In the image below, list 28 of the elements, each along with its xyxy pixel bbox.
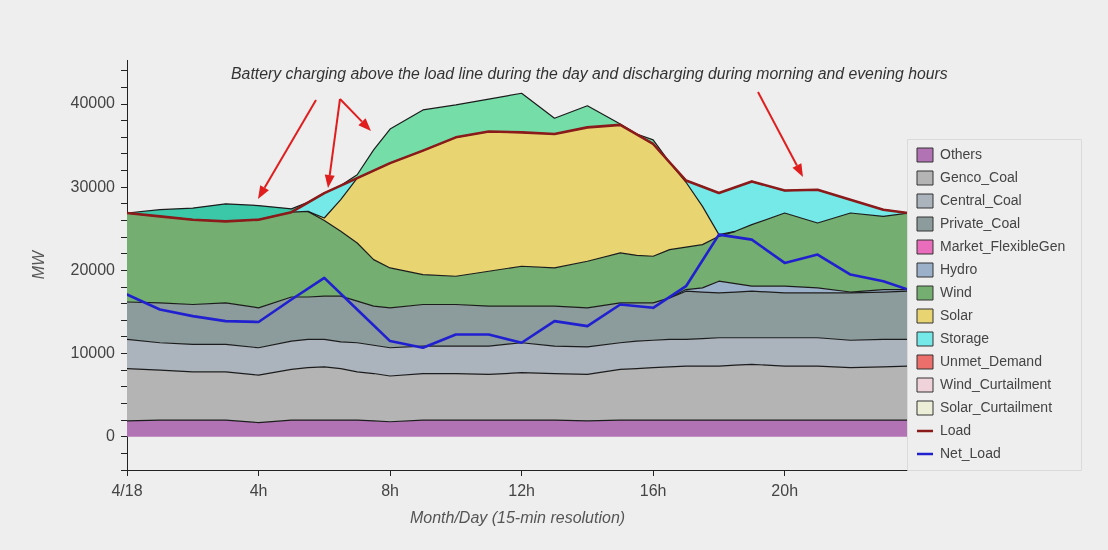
legend-label: Wind_Curtailment — [940, 375, 1052, 392]
x-axis-title: Month/Day (15-min resolution) — [409, 508, 626, 526]
legend-label: Solar_Curtailment — [940, 398, 1053, 415]
legend-label: Private_Coal — [940, 214, 1021, 231]
x-tick-label: 4h — [249, 482, 268, 500]
legend-label: Wind — [940, 283, 972, 300]
x-tick-label: 4/18 — [111, 482, 143, 500]
legend-label: Unmet_Demand — [940, 352, 1042, 369]
x-tick-label: 12h — [508, 482, 535, 500]
legend-label: Net_Load — [940, 444, 1001, 461]
legend-label: Genco_Coal — [940, 168, 1018, 185]
y-tick-label: 20000 — [70, 260, 116, 278]
legend-label: Market_FlexibleGen — [940, 237, 1066, 254]
legend-label: Hydro — [940, 260, 978, 277]
legend-label: Others — [940, 145, 983, 162]
legend-label: Storage — [940, 329, 990, 346]
legend-label: Solar — [940, 306, 974, 323]
y-tick-label: 10000 — [70, 343, 116, 361]
y-tick-label: 40000 — [70, 94, 116, 112]
legend-label: Central_Coal — [940, 191, 1022, 208]
y-tick-label: 30000 — [70, 177, 116, 195]
y-axis-title: MW — [30, 248, 48, 280]
x-tick-label: 8h — [381, 482, 399, 500]
x-tick-label: 20h — [771, 482, 799, 500]
y-tick-label: 0 — [106, 427, 116, 445]
legend-label: Load — [940, 421, 972, 438]
x-tick-label: 16h — [639, 482, 667, 500]
annotation: Battery charging above the load line during the day and discharging during morning and evening hours — [231, 65, 948, 83]
